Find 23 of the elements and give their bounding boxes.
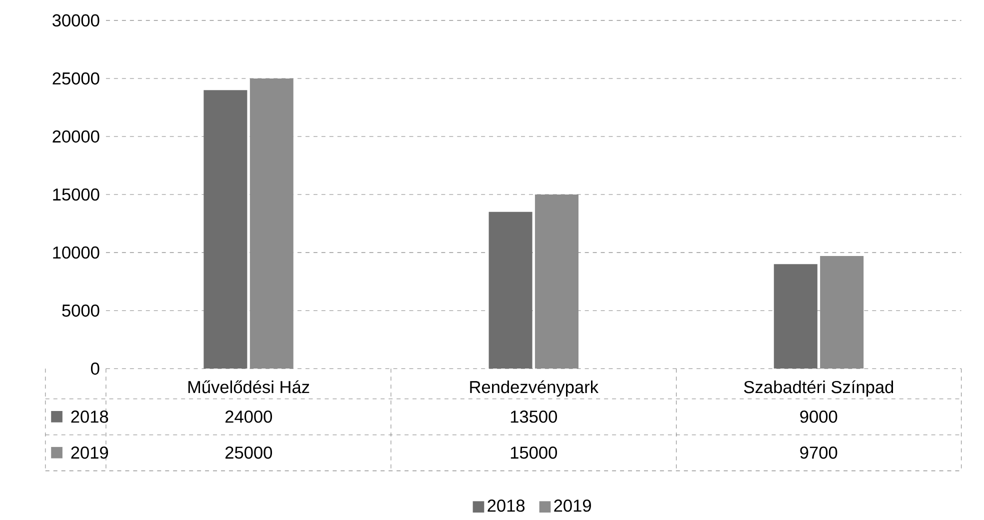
bar (488, 212, 532, 369)
y-tick-label: 25000 (52, 72, 100, 85)
data-label: 13500 (510, 410, 557, 423)
data-label: 25000 (225, 446, 272, 459)
y-tick-label: 10000 (53, 246, 100, 259)
y-tick-label: 20000 (52, 130, 100, 143)
legend-label: 2019 (554, 500, 591, 512)
x-tick-label: Művelődési Ház (188, 380, 310, 394)
y-tick-label: 0 (90, 362, 100, 375)
text: 2018 (488, 500, 525, 512)
bar (774, 264, 818, 369)
y-tick-label: 15000 (53, 188, 100, 201)
data-label: 9700 (800, 446, 838, 459)
data-label: 24000 (225, 410, 272, 423)
x-tick-label: Rendezvénypark (470, 380, 599, 397)
legend-label: 2018 (71, 410, 108, 423)
bar (204, 90, 248, 369)
data-label: 9000 (800, 410, 838, 423)
x-tick-label: Szabadtéri Színpad (744, 380, 894, 397)
data-label: 15000 (510, 446, 557, 459)
y-tick-label: 30000 (52, 14, 100, 27)
y-tick-label: 5000 (62, 304, 100, 317)
text: 2019 (71, 446, 108, 459)
